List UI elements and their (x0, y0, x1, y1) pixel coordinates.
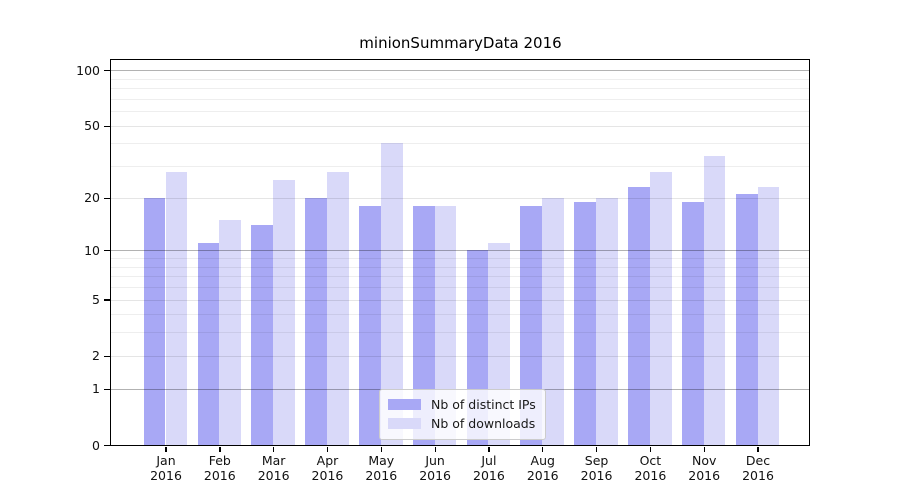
bar-distinct-ips-mar (251, 225, 274, 445)
x-axis-tick-mark (649, 447, 652, 452)
x-axis-tick-label-dec: Dec 2016 (742, 453, 774, 483)
x-axis-tick-label-jan: Jan 2016 (150, 453, 182, 483)
bar-distinct-ips-sep (574, 201, 597, 445)
x-axis-tick-mark (542, 447, 544, 452)
gridline-30 (111, 166, 809, 168)
x-axis-tick-label-feb: Feb 2016 (203, 453, 236, 483)
bar-downloads-oct (649, 171, 672, 445)
bar-downloads-mar (273, 180, 295, 445)
legend-swatch-downloads (388, 418, 421, 429)
bar-downloads-jan (165, 171, 188, 445)
bar-distinct-ips-feb (197, 243, 220, 445)
y-axis-tick-label-2: 2 (92, 348, 100, 364)
legend-label-distinct-ips: Nb of distinct IPs (431, 397, 536, 412)
y-axis-tick-mark (103, 355, 110, 357)
gridline-70 (111, 98, 809, 100)
gridline-8 (111, 266, 809, 268)
bar-downloads-aug (542, 197, 565, 445)
gridline-80 (111, 88, 809, 90)
y-axis-tick-label-0: 0 (92, 437, 100, 453)
y-axis-tick-mark (103, 444, 110, 447)
x-axis-tick-mark (219, 447, 221, 452)
legend: Nb of distinct IPs Nb of downloads (379, 389, 546, 440)
legend-label-downloads: Nb of downloads (431, 416, 536, 431)
x-axis-tick-label-mar: Mar 2016 (257, 453, 290, 483)
x-axis-tick-mark (703, 447, 705, 452)
gridline-10 (111, 250, 809, 252)
x-axis-tick-mark (326, 447, 329, 452)
y-axis-tick-label-1: 1 (92, 381, 100, 397)
bar-downloads-apr (326, 171, 349, 445)
bar-distinct-ips-dec (735, 194, 758, 445)
gridline-3 (111, 332, 809, 334)
bar-downloads-nov (703, 156, 726, 445)
x-axis-tick-label-apr: Apr 2016 (311, 453, 344, 483)
plot-area (110, 59, 810, 446)
gridline-7 (111, 276, 809, 278)
gridline-9 (111, 258, 809, 260)
bar-distinct-ips-jun (412, 205, 435, 445)
bar-distinct-ips-may (358, 205, 381, 445)
gridline-100 (111, 70, 809, 72)
y-axis-tick-label-5: 5 (92, 292, 100, 307)
bar-distinct-ips-nov (681, 201, 704, 445)
bar-downloads-sep (596, 197, 618, 445)
y-axis-tick-mark (103, 70, 110, 72)
bar-downloads-feb (219, 219, 242, 445)
y-axis-tick-mark (103, 250, 110, 252)
y-axis-tick-mark (103, 388, 110, 390)
gridline-90 (111, 78, 809, 80)
gridline-50 (111, 125, 809, 127)
x-axis-tick-mark (757, 447, 759, 452)
x-axis-tick-label-oct: Oct 2016 (634, 453, 667, 483)
gridline-2 (111, 355, 809, 357)
x-axis-tick-label-sep: Sep 2016 (580, 453, 613, 483)
gridline-20 (111, 197, 809, 199)
gridline-4 (111, 314, 809, 316)
y-axis-tick-mark (103, 197, 110, 199)
gridline-6 (111, 286, 809, 288)
legend-item-distinct-ips: Nb of distinct IPs (388, 396, 536, 413)
x-axis-tick-mark (165, 447, 167, 452)
x-axis-tick-label-jun: Jun 2016 (419, 453, 451, 483)
legend-item-downloads: Nb of downloads (388, 415, 536, 432)
gridline-60 (111, 111, 809, 113)
bar-downloads-jun (434, 205, 457, 445)
x-axis-tick-mark (380, 447, 382, 452)
bar-distinct-ips-apr (305, 197, 327, 445)
y-axis-tick-mark (103, 125, 110, 127)
bar-distinct-ips-jan (143, 197, 166, 445)
x-axis-tick-mark (595, 447, 598, 452)
y-axis-tick-label-20: 20 (84, 190, 100, 206)
bar-distinct-ips-aug (520, 205, 543, 445)
x-axis-tick-label-may: May 2016 (365, 453, 398, 483)
y-axis-tick-label-100: 100 (76, 62, 100, 78)
x-axis-tick-mark (273, 447, 275, 452)
y-axis-tick-label-50: 50 (84, 118, 100, 134)
x-axis-tick-label-nov: Nov 2016 (688, 453, 721, 483)
x-axis-tick-label-aug: Aug 2016 (526, 453, 559, 483)
bar-downloads-dec (757, 186, 780, 445)
legend-swatch-distinct-ips (388, 399, 421, 410)
bar-downloads-may (380, 143, 403, 445)
x-axis-tick-mark (434, 447, 436, 452)
gridline-40 (111, 143, 809, 145)
x-axis-tick-mark (488, 447, 490, 452)
x-axis-tick-label-jul: Jul 2016 (473, 453, 505, 483)
bar-distinct-ips-oct (628, 186, 650, 445)
gridline-5 (111, 299, 809, 301)
y-axis-tick-label-10: 10 (84, 242, 100, 258)
y-axis-tick-mark (103, 299, 110, 301)
chart-title: minionSummaryData 2016 (359, 34, 562, 52)
